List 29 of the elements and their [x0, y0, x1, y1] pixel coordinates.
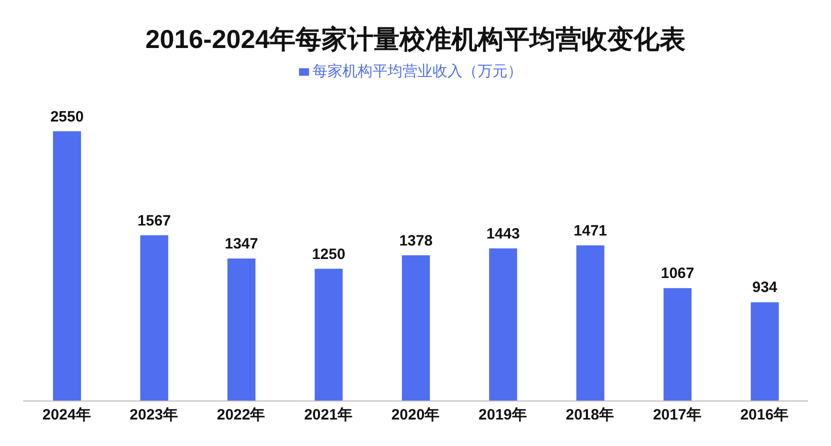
- legend-label: 每家机构平均营业收入（万元）: [312, 63, 522, 80]
- data-label: 934: [752, 279, 778, 296]
- data-label: 2550: [50, 108, 84, 126]
- data-label: 1347: [224, 236, 258, 253]
- x-tick-label: 2018年: [566, 406, 614, 424]
- bar: [664, 288, 692, 401]
- x-tick-label: 2019年: [478, 406, 527, 424]
- data-label: 1067: [660, 265, 694, 282]
- x-tick-label: 2022年: [216, 406, 266, 424]
- bar: [576, 245, 604, 401]
- data-label: 1567: [138, 212, 171, 230]
- bar: [314, 268, 343, 401]
- chart-title: 2016-2024年每家计量校准机构平均营收变化表: [144, 23, 687, 56]
- data-label: 1471: [574, 222, 608, 240]
- data-label: 1443: [486, 225, 520, 242]
- bar: [750, 302, 779, 401]
- bar: [53, 131, 81, 401]
- x-tick-label: 2023年: [130, 406, 178, 424]
- data-label: 1378: [399, 232, 433, 250]
- bar: [140, 235, 168, 401]
- data-label: 1250: [312, 246, 346, 263]
- bar: [227, 258, 256, 401]
- x-tick-label: 2024年: [42, 406, 91, 424]
- bar: [402, 255, 430, 401]
- bar: [489, 248, 518, 401]
- x-tick-label: 2016年: [740, 406, 789, 424]
- x-tick-label: 2020年: [391, 406, 440, 424]
- x-tick-label: 2021年: [304, 406, 352, 424]
- x-tick-label: 2017年: [652, 406, 702, 424]
